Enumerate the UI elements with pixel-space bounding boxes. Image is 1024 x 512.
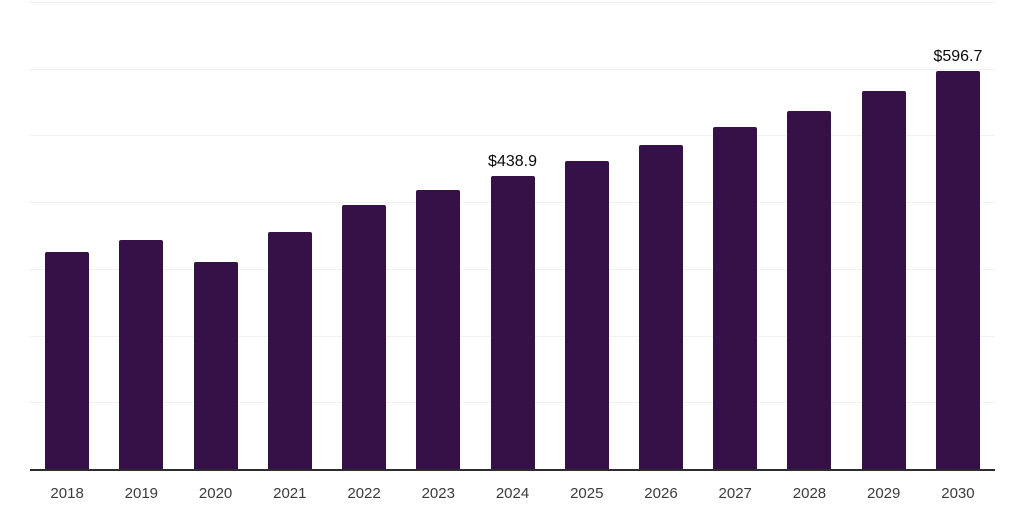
bars-row: $438.9 $596.7 [30,2,995,469]
bar-slot-2020 [178,2,252,469]
gridline [30,2,995,3]
x-tick-label-2021: 2021 [273,485,307,502]
x-tick-label-2024: 2024 [495,485,530,502]
bar-2022 [342,205,387,469]
x-tick-label-2030: 2030 [941,485,975,502]
x-tick-label-2027: 2027 [718,485,752,502]
bar-2029 [861,91,906,469]
bar-slot-2018 [30,2,104,469]
x-tick-label-2020: 2020 [198,485,233,502]
x-tick-label-2025: 2025 [570,485,604,502]
bar-2025 [564,161,609,469]
x-tick-label-2028: 2028 [792,485,827,502]
bar-slot-2029 [847,2,921,469]
bar-slot-2030: $596.7 [921,2,995,469]
bar-2023 [416,190,461,469]
x-tick-label-2023: 2023 [421,485,455,502]
x-tick-label-2019: 2019 [124,485,159,502]
x-tick-label-2018: 2018 [50,485,84,502]
bar-value-label-2030: $596.7 [933,47,983,65]
bar-2024: $438.9 [488,153,537,469]
gridline [30,135,995,137]
x-tick-label-2022: 2022 [347,485,381,502]
x-tick-label-2029: 2029 [867,485,901,502]
bar-slot-2027 [698,2,772,469]
bar-slot-2022 [327,2,401,469]
bar-2028 [787,110,832,469]
bar-2020 [193,261,238,469]
bar-slot-2026 [624,2,698,469]
plot-area: $438.9 $596.7 [30,2,995,471]
bar-value-label-2024: $438.9 [488,153,537,171]
bar-slot-2021 [253,2,327,469]
x-axis: 2018 2019 2020 2021 2022 2023 2024 2025 2026 2027… [30,485,995,502]
bar-2030: $596.7 [933,48,982,469]
bar-2027 [713,127,758,469]
bar-2019 [119,240,164,469]
bar-slot-2024: $438.9 [475,2,549,469]
bar-2021 [267,232,312,469]
bar-2018 [45,252,90,469]
gridline [30,68,995,70]
bar-2026 [638,145,683,469]
bar-slot-2019 [104,2,178,469]
bar-slot-2028 [772,2,846,469]
bar-slot-2023 [401,2,475,469]
bar-slot-2025 [550,2,624,469]
x-tick-label-2026: 2026 [644,485,678,502]
